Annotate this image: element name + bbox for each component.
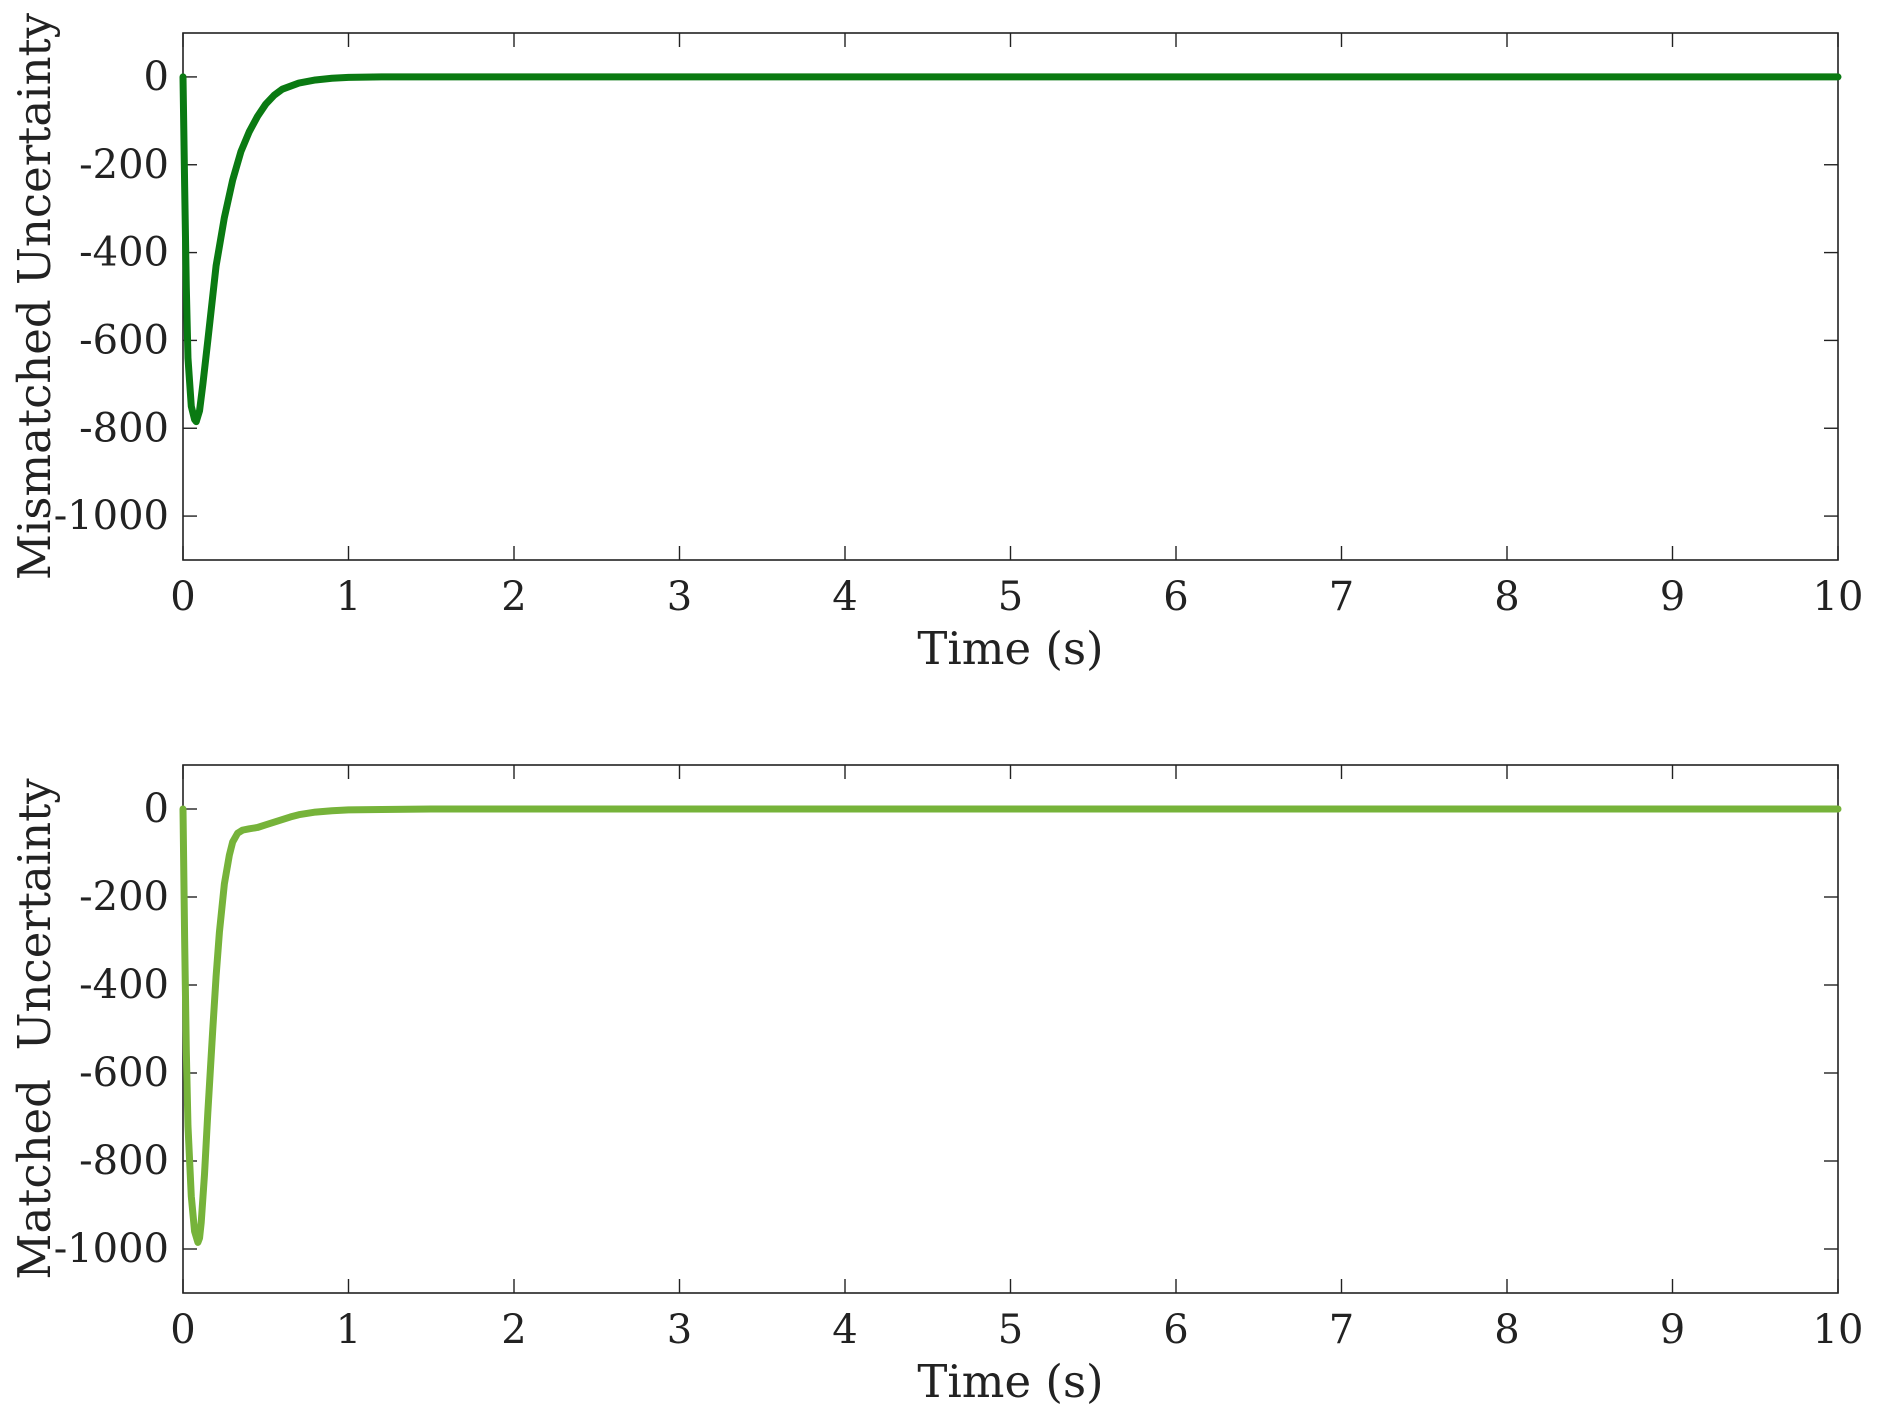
y-tick-label: -400: [79, 962, 169, 1008]
x-tick-label: 1: [336, 1307, 361, 1353]
x-tick-label: 7: [1329, 574, 1354, 620]
x-tick-label: 1: [336, 574, 361, 620]
series-line-1: [179, 805, 1842, 1246]
x-tick-label: 2: [501, 1307, 526, 1353]
x-tick-label: 3: [667, 1307, 692, 1353]
y-tick-label: -800: [79, 405, 169, 451]
x-tick-label: 4: [832, 574, 857, 620]
x-tick-label: 0: [170, 1307, 195, 1353]
chart-panel-2: 0 1 2 3 4 5 6 7 8 9 10 0 -200 -400 -600 -800 -1000 Time (…: [8, 764, 1864, 1408]
y-tick-label: -800: [79, 1138, 169, 1184]
plot-frame: [182, 764, 1839, 1294]
chart-panel-1: 0 1 2 3 4 5 6 7 8 9 10 0 -200 -400 -600 -800 -1000 Time (…: [8, 12, 1863, 675]
y-tick-label: -400: [79, 230, 169, 276]
y-axis-title: Mismatched Uncertainty: [8, 12, 61, 580]
y-tick-label: -200: [79, 874, 169, 920]
y-tick-label: -600: [79, 317, 169, 363]
x-tick-label: 6: [1163, 1307, 1188, 1353]
x-tick-label: 0: [170, 574, 195, 620]
x-tick-label: 9: [1660, 574, 1685, 620]
x-tick-label: 5: [998, 1307, 1023, 1353]
x-tick-label: 8: [1494, 574, 1519, 620]
y-tick-label: -1000: [54, 1226, 169, 1272]
y-tick-label: -1000: [54, 493, 169, 539]
x-tick-label: 3: [667, 574, 692, 620]
x-tick-label: 7: [1329, 1307, 1354, 1353]
x-axis-title: Time (s): [917, 1355, 1103, 1408]
x-tick-label: 10: [1813, 1307, 1864, 1353]
x-tick-label: 4: [832, 1307, 857, 1353]
plot-frame: [182, 32, 1839, 561]
y-tick-label: 0: [144, 786, 169, 832]
x-tick-label: 10: [1813, 574, 1864, 620]
y-tick-label: -600: [79, 1050, 169, 1096]
y-tick-label: 0: [144, 54, 169, 100]
series-line-1: [179, 73, 1842, 426]
y-tick-label: -200: [79, 142, 169, 188]
y-axis-title: Matched Uncertainty: [8, 778, 61, 1280]
x-axis-title: Time (s): [917, 622, 1103, 675]
x-tick-label: 9: [1660, 1307, 1685, 1353]
x-tick-label: 5: [998, 574, 1023, 620]
x-tick-label: 6: [1163, 574, 1188, 620]
x-tick-label: 8: [1494, 1307, 1519, 1353]
x-tick-label: 2: [501, 574, 526, 620]
